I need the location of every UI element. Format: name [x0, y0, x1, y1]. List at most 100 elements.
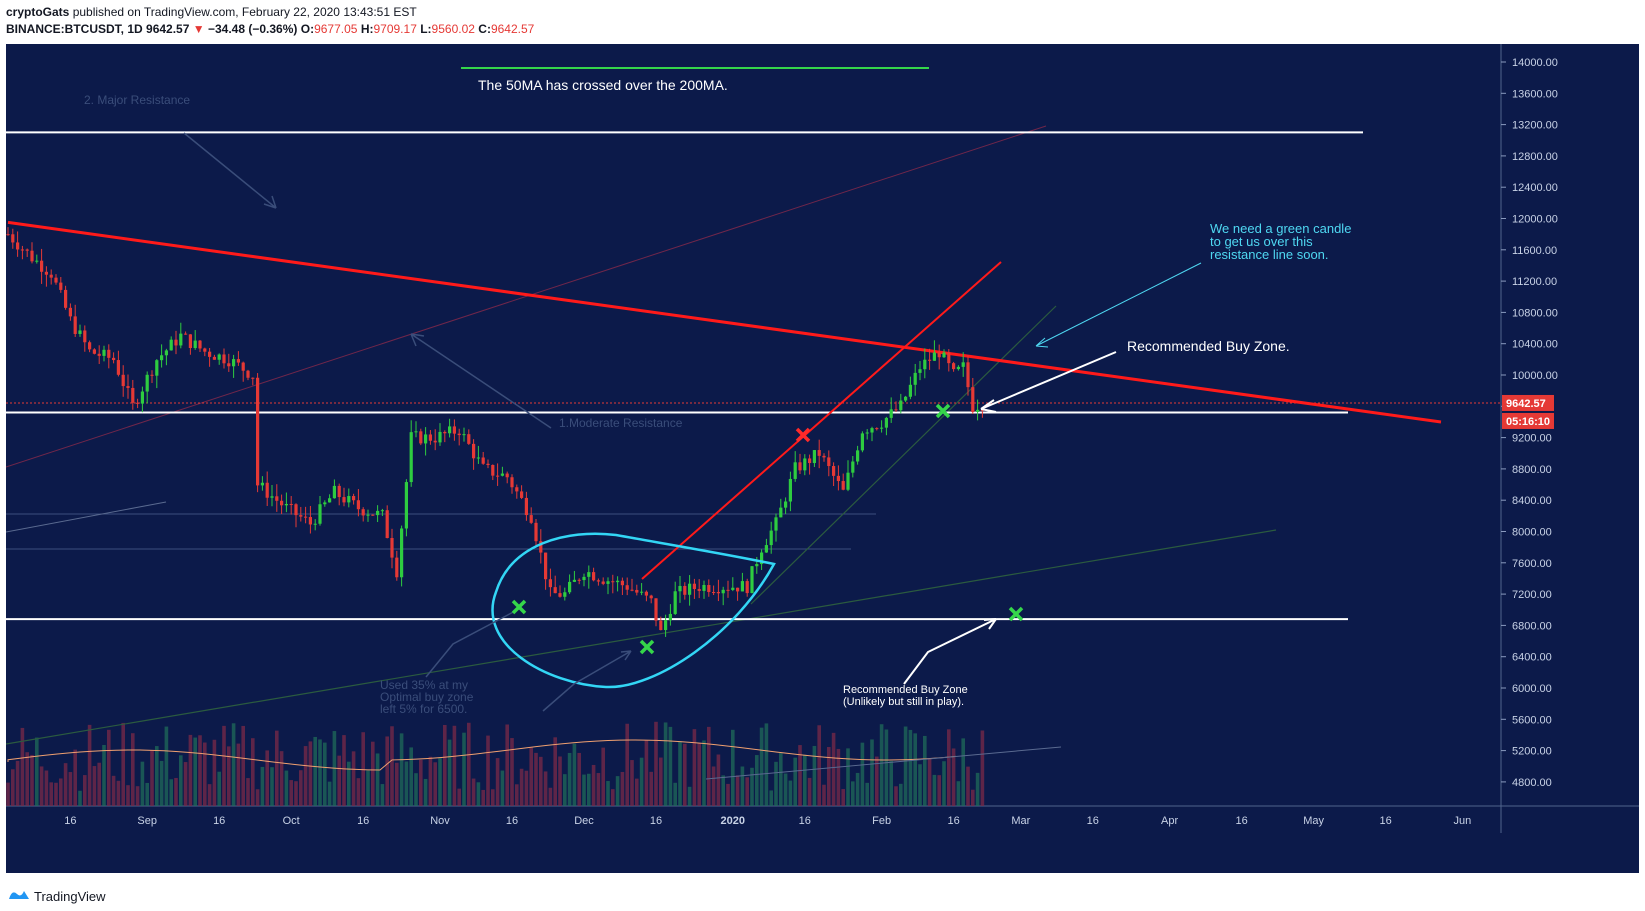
volume-bar — [179, 755, 183, 806]
volume-bar — [529, 747, 533, 806]
candle-body — [73, 316, 77, 334]
price-tag — [1502, 394, 1554, 411]
volume-bar — [294, 781, 298, 806]
x-tick-label: 16 — [506, 815, 518, 827]
volume-bar — [683, 743, 687, 806]
candle-body — [366, 514, 370, 516]
volume-bar — [116, 780, 121, 806]
volume-bar — [932, 774, 937, 806]
volume-bar — [49, 782, 53, 806]
volume-bar — [774, 761, 778, 806]
x-tick-label: Feb — [872, 815, 891, 827]
volume-bars — [6, 721, 985, 806]
volume-bar — [150, 750, 154, 806]
candle-body — [630, 589, 634, 591]
x-tick-label: Apr — [1161, 815, 1178, 827]
candle-body — [587, 572, 591, 577]
candle-body — [328, 498, 332, 503]
volume-bar — [44, 770, 49, 806]
annotation-green-candle: to get us over this — [1210, 234, 1313, 249]
volume-bar — [135, 786, 140, 806]
candle-body — [654, 598, 658, 621]
volume-bar — [78, 790, 82, 806]
candle-body — [323, 502, 327, 505]
volume-bar — [596, 773, 601, 806]
candle-body — [966, 362, 970, 388]
volume-bar — [591, 764, 596, 806]
volume-bar — [145, 782, 149, 806]
candle-body — [726, 589, 730, 591]
volume-bar — [707, 726, 711, 806]
candle-body — [289, 503, 293, 505]
volume-bar — [35, 737, 39, 806]
candle-body — [620, 580, 624, 586]
brand-name[interactable]: TradingView — [34, 889, 106, 904]
candle-body — [952, 363, 956, 370]
symbol-name[interactable]: BINANCE:BTCUSDT, 1D — [6, 22, 143, 36]
candle-body — [596, 580, 600, 582]
volume-bar — [246, 778, 250, 806]
candle-body — [908, 384, 912, 397]
volume-bar — [308, 741, 313, 806]
candle-body — [683, 585, 687, 595]
volume-bar — [371, 741, 375, 806]
candle-body — [212, 356, 216, 360]
candle-body — [774, 517, 778, 531]
volume-bar — [25, 752, 29, 806]
volume-bar — [812, 745, 817, 806]
volume-bar — [548, 787, 553, 806]
candle-body — [428, 434, 432, 441]
candle-body — [92, 349, 96, 354]
volume-bar — [500, 770, 505, 806]
candle-body — [736, 587, 740, 592]
red-x-marker — [795, 427, 811, 443]
volume-bar — [687, 786, 692, 806]
y-tick-label: 12800.00 — [1512, 151, 1558, 163]
tradingview-logo-icon — [9, 891, 29, 899]
price-change: −34.48 (−0.36%) — [207, 22, 298, 36]
volume-bar — [15, 760, 20, 806]
candle-body — [572, 579, 576, 582]
candle-body — [548, 579, 552, 588]
candle-body — [544, 552, 548, 580]
volume-bar — [351, 751, 356, 806]
candle-body — [155, 360, 159, 376]
volume-bar — [255, 789, 260, 806]
candle-body — [520, 491, 524, 498]
candle-body — [606, 581, 610, 584]
volume-bar — [404, 761, 409, 806]
candle-body — [836, 475, 840, 482]
ascending-trendline — [641, 261, 1002, 580]
volume-bar — [543, 771, 548, 806]
candle-body — [251, 377, 255, 379]
candle-body — [16, 242, 20, 250]
volume-bar — [903, 726, 908, 806]
volume-bar — [793, 757, 797, 806]
price-chart[interactable]: The 50MA has crossed over the 200MA. 2. M… — [6, 44, 1639, 873]
candle-body — [241, 362, 245, 371]
candle-body — [284, 503, 288, 506]
candle-body — [884, 417, 888, 428]
volume-bar — [735, 775, 740, 806]
volume-bar — [577, 752, 581, 806]
candle-body — [611, 581, 615, 583]
volume-bar — [937, 775, 941, 806]
candle-body — [961, 362, 965, 367]
candle-body — [246, 370, 250, 378]
volume-bar — [342, 735, 346, 806]
volume-bar — [865, 782, 869, 806]
author-name[interactable]: cryptoGats — [6, 5, 70, 19]
candle-body — [232, 359, 236, 367]
volume-bar — [908, 729, 913, 806]
volume-bar — [20, 727, 25, 806]
candle-body — [188, 334, 192, 349]
annotation-green-candle: We need a green candle — [1210, 221, 1351, 236]
candle-body — [568, 581, 572, 593]
volume-bar — [827, 747, 831, 806]
candle-body — [30, 250, 34, 262]
candle-body — [707, 585, 711, 593]
candle-body — [275, 496, 279, 501]
candle-body — [721, 589, 725, 594]
volume-bar — [971, 789, 975, 806]
volume-bar — [198, 735, 202, 806]
